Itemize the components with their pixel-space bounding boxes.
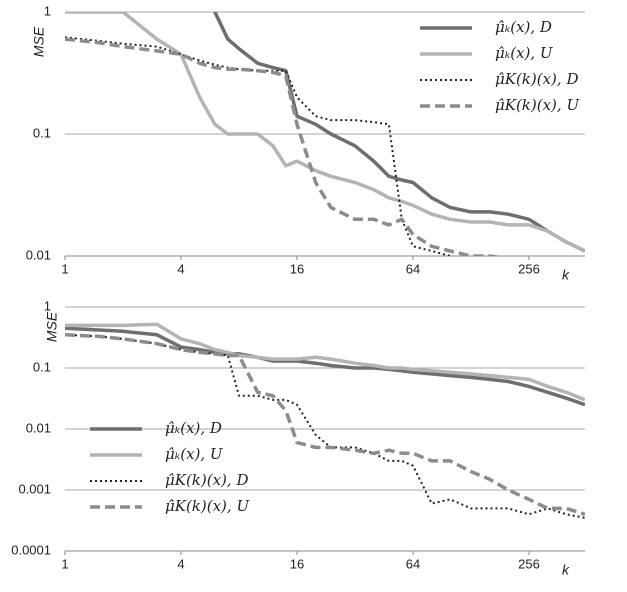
legend-label: μ̂ₖ(x), U <box>495 44 554 62</box>
x-tick-label: 256 <box>518 261 540 276</box>
x-axis-label: k <box>562 562 570 578</box>
x-tick-label: 64 <box>406 556 420 571</box>
series-line <box>212 12 585 253</box>
plot-area <box>65 322 585 519</box>
series-line <box>65 37 502 256</box>
y-tick-label: 0.1 <box>33 125 51 140</box>
legend-label: μ̂ₖ(x), D <box>165 419 222 437</box>
legend-label: μ̂ₖ(x), D <box>495 18 552 36</box>
y-tick-label: 0.0001 <box>11 542 51 557</box>
legend-label: μ̂K(k)(x), D <box>165 471 248 489</box>
series-line <box>65 322 585 402</box>
x-tick-label: 4 <box>177 556 184 571</box>
y-tick-label: 0.01 <box>26 247 51 262</box>
y-axis-label: MSE <box>44 311 60 342</box>
y-tick-label: 0.01 <box>26 420 51 435</box>
legend-label: μ̂ₖ(x), U <box>165 445 224 463</box>
x-tick-label: 1 <box>61 556 68 571</box>
series-line <box>65 326 585 407</box>
series-line <box>65 36 455 256</box>
x-tick-label: 16 <box>290 556 304 571</box>
y-tick-label: 0.1 <box>33 359 51 374</box>
legend-label: μ̂K(k)(x), D <box>495 70 578 88</box>
x-tick-label: 1 <box>61 261 68 276</box>
x-tick-label: 256 <box>518 556 540 571</box>
legend-label: μ̂K(k)(x), U <box>165 497 250 515</box>
x-tick-label: 64 <box>406 261 420 276</box>
x-axis-label: k <box>562 267 570 283</box>
x-tick-label: 4 <box>177 261 184 276</box>
series-line <box>65 12 585 253</box>
y-tick-label: 0.001 <box>18 481 51 496</box>
y-tick-label: 1 <box>44 298 51 313</box>
legend-label: μ̂K(k)(x), U <box>495 96 580 114</box>
y-axis-label: MSE <box>31 26 47 57</box>
y-tick-label: 1 <box>44 3 51 18</box>
x-tick-label: 16 <box>290 261 304 276</box>
series-line <box>65 333 585 516</box>
plot-area <box>65 12 585 256</box>
